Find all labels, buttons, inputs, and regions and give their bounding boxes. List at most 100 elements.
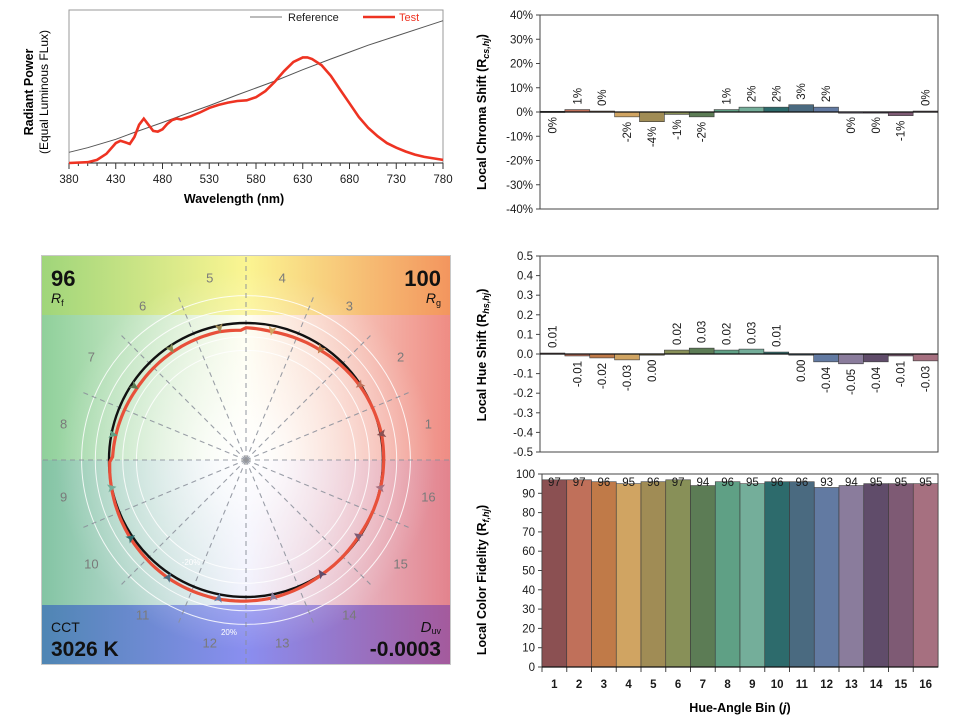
x-axis-title: Hue-Angle Bin (j): [689, 701, 790, 715]
hue-shift-arrow-bin-12: [213, 593, 222, 603]
bar-bin-7: [688, 111, 715, 118]
bar-bin-14: [863, 483, 889, 668]
bin-number-label: 3: [346, 298, 353, 313]
rf-label: Rf: [51, 290, 64, 308]
y-tick-label: 10: [522, 643, 535, 655]
data-label: -0.02: [597, 363, 609, 389]
data-label: 0.01: [547, 326, 559, 348]
x-tick-label: 680: [340, 174, 359, 186]
y-tick-label: -0.2: [513, 388, 533, 400]
data-label: 96: [647, 477, 660, 489]
y-tick-label: -10%: [506, 131, 533, 143]
x-tick-label: 530: [200, 174, 219, 186]
y-tick-label: -0.1: [513, 369, 533, 381]
x-tick-label: 730: [387, 174, 406, 186]
bar-bin-9: [738, 348, 765, 355]
x-tick-label: 6: [675, 679, 681, 691]
bar-bin-16: [912, 483, 939, 668]
y-tick-label: -20%: [506, 156, 533, 168]
fidelity-chart: Local Color Fidelity (Rf,hj) Hue-Angle B…: [475, 469, 939, 715]
x-tick-label: 10: [771, 679, 784, 691]
data-label: 2%: [771, 86, 783, 103]
x-tick-label: 580: [246, 174, 265, 186]
data-label: -0.03: [921, 366, 933, 392]
bar-bin-11: [789, 481, 815, 668]
bar-bin-2: [566, 479, 592, 668]
y-tick-label: 90: [522, 488, 535, 500]
bin-number-label: 16: [421, 489, 435, 504]
bar-bin-12: [813, 353, 839, 363]
x-tick-label: 13: [845, 679, 858, 691]
bar-bin-13: [838, 353, 864, 365]
bar-bin-10: [764, 481, 790, 668]
data-label: 0%: [871, 117, 883, 134]
x-tick-label: 630: [293, 174, 312, 186]
bin-divider: [177, 459, 247, 625]
hue-shift-arrow-bin-8: [108, 429, 118, 438]
spectrum-chart: Reference Test Wavelength (nm) Radiant P…: [22, 9, 453, 206]
bin-divider: [119, 333, 247, 461]
bin-number-label: 8: [60, 417, 67, 432]
bin-divider: [245, 295, 315, 461]
x-tick-label: 12: [820, 679, 833, 691]
guide-ring: [94, 308, 398, 612]
data-label: 95: [622, 477, 635, 489]
data-label: 95: [894, 477, 907, 489]
bar-bin-11: [788, 104, 814, 113]
data-label: 93: [820, 477, 833, 489]
bin-divider: [81, 459, 247, 529]
y-tick-label: 0.1: [517, 329, 533, 341]
bin-number-label: 11: [136, 608, 150, 623]
y-tick-label: 30%: [510, 34, 533, 46]
x-tick-label: 16: [919, 679, 932, 691]
bar-bin-9: [739, 483, 766, 668]
rg-label: Rg: [426, 290, 441, 308]
data-label: 0.02: [672, 323, 684, 345]
data-label: -0.04: [871, 366, 883, 393]
hue-shift-chart: Local Hue Shift (Rhs,hj) 0.5 0.4 0.3 0.2 0.1…: [475, 251, 939, 459]
legend: Reference Test: [250, 12, 419, 24]
x-tick-label: 2: [576, 679, 582, 691]
bin-number-label: 9: [60, 489, 67, 504]
data-label: 0.00: [796, 360, 808, 382]
hue-shift-arrow-bin-3: [317, 343, 327, 354]
bar-bin-6: [665, 479, 691, 668]
bar-bin-15: [888, 483, 914, 668]
data-label: -4%: [647, 127, 659, 147]
y-tick-label: -0.4: [513, 427, 533, 439]
data-label: -0.01: [896, 361, 908, 387]
data-label: -1%: [672, 119, 684, 139]
bin-number-label: 10: [84, 556, 98, 571]
reference-series-line: [68, 20, 444, 153]
data-label: -2%: [697, 122, 709, 142]
data-label: 1%: [572, 88, 584, 105]
cct-value: 3026 K: [51, 638, 119, 661]
x-tick-label: 780: [433, 174, 452, 186]
data-label: 0%: [547, 117, 559, 134]
y-axis-title: Local Hue Shift (Rhs,hj): [475, 289, 491, 422]
y-tick-label: 0.0: [517, 349, 533, 361]
y-tick-label: 0%: [516, 107, 533, 119]
x-tick-label: 430: [106, 174, 125, 186]
data-label: -2%: [622, 122, 634, 142]
bin-divider: [245, 459, 315, 625]
data-label: -1%: [896, 121, 908, 141]
bin-number-label: 5: [206, 271, 213, 286]
y-tick-label: 0.5: [517, 251, 533, 263]
x-tick-label: 480: [153, 174, 172, 186]
test-gamut-curve: [108, 326, 386, 603]
bin-divider: [119, 459, 247, 587]
y-tick-label: -0.5: [513, 447, 533, 459]
x-tick-label: 1: [551, 679, 558, 691]
hue-shift-arrow-bin-11: [162, 573, 172, 583]
x-tick-label: 5: [650, 679, 657, 691]
data-label: 97: [672, 477, 685, 489]
bin-number-label: 14: [342, 608, 356, 623]
data-label: 2%: [821, 86, 833, 103]
rg-value: 100: [404, 266, 441, 291]
frame: [41, 255, 451, 665]
data-label: 0.02: [722, 323, 734, 345]
y-tick-label: 50: [522, 566, 535, 578]
bar-bin-16: [912, 353, 939, 362]
